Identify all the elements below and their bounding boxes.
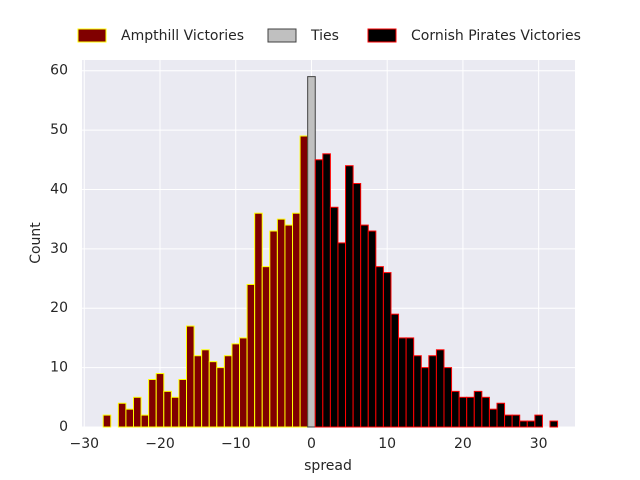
bar <box>170 396 180 428</box>
y-tick-label: 50 <box>50 122 68 138</box>
bar <box>496 402 506 428</box>
y-axis-label: Count <box>28 222 44 264</box>
bar <box>261 266 271 428</box>
bar <box>201 349 210 428</box>
bar <box>292 212 301 428</box>
bar <box>413 355 422 428</box>
bar <box>254 212 263 428</box>
bar <box>231 343 241 428</box>
bar <box>488 408 498 428</box>
legend-label: Ties <box>310 28 339 44</box>
bar <box>246 283 256 428</box>
y-tick-label: 40 <box>50 181 68 197</box>
bar <box>345 165 354 428</box>
bar <box>428 355 437 428</box>
legend-label: Ampthill Victories <box>121 28 244 44</box>
bar <box>481 396 490 428</box>
x-tick-label: 0 <box>307 436 316 452</box>
bar <box>329 206 339 428</box>
bar <box>239 337 248 428</box>
bar <box>125 408 134 428</box>
bar <box>155 373 165 428</box>
x-tick-label: 20 <box>454 436 472 452</box>
bar <box>132 396 142 428</box>
bar <box>102 414 112 428</box>
bar <box>375 266 384 428</box>
bar <box>466 396 475 428</box>
bar <box>405 337 415 428</box>
bar <box>193 355 203 428</box>
legend-swatch <box>77 28 107 43</box>
bar <box>322 153 331 428</box>
bar <box>299 135 309 428</box>
y-tick-label: 0 <box>59 419 68 435</box>
x-tick-label: −20 <box>145 436 175 452</box>
bar <box>276 218 286 428</box>
bar <box>178 378 188 428</box>
y-tick-label: 10 <box>50 360 68 376</box>
bar <box>458 396 468 428</box>
bar <box>223 355 233 428</box>
bar <box>216 367 225 428</box>
y-tick-label: 60 <box>50 63 68 79</box>
bar <box>451 390 460 428</box>
legend-label: Cornish Pirates Victories <box>411 28 581 44</box>
x-tick-label: 30 <box>530 436 548 452</box>
bar <box>549 420 559 428</box>
bar <box>534 414 543 428</box>
legend-swatch <box>267 28 297 43</box>
bar <box>398 337 407 428</box>
bar <box>390 313 400 428</box>
bar <box>352 183 362 428</box>
bar <box>473 390 483 428</box>
bar <box>163 390 172 428</box>
bar <box>360 224 369 428</box>
bar <box>504 414 513 428</box>
bar <box>269 230 278 428</box>
bar <box>148 378 157 428</box>
x-tick-label: 10 <box>378 436 396 452</box>
bar <box>117 402 127 428</box>
x-tick-label: −10 <box>221 436 251 452</box>
bar <box>208 361 218 428</box>
bar <box>284 224 294 428</box>
y-tick-label: 20 <box>50 300 68 316</box>
bar <box>519 420 528 428</box>
bar <box>140 414 150 428</box>
x-axis-label: spread <box>304 458 352 474</box>
bar <box>420 367 430 428</box>
bar <box>367 230 377 428</box>
legend-swatch <box>367 28 397 43</box>
bar <box>314 159 324 428</box>
bar <box>337 242 347 428</box>
y-tick-label: 30 <box>50 241 68 257</box>
bar <box>443 367 453 428</box>
bar <box>382 272 392 428</box>
x-tick-label: −30 <box>69 436 99 452</box>
bar <box>435 349 445 428</box>
bar <box>186 325 195 428</box>
bar <box>526 420 536 428</box>
bar <box>511 414 521 428</box>
bar <box>307 76 316 428</box>
